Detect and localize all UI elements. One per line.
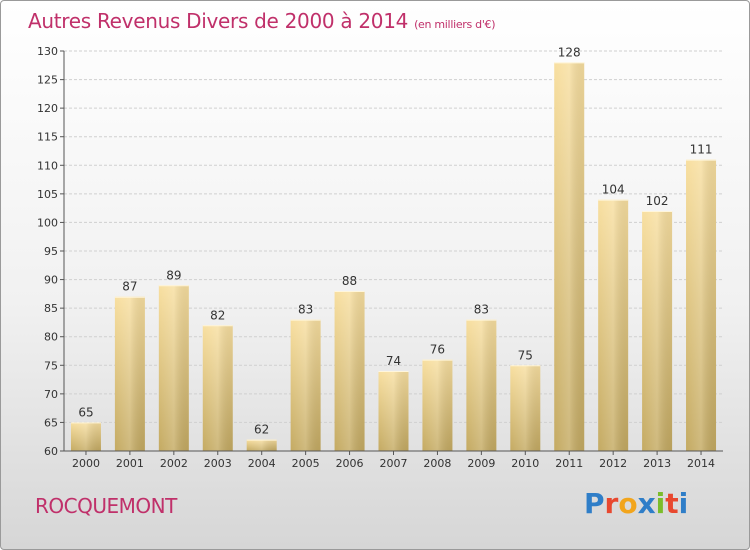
bar-shine bbox=[642, 211, 673, 451]
title-unit: (en milliers d'€) bbox=[414, 18, 496, 31]
x-tick-label: 2005 bbox=[292, 457, 320, 470]
data-label: 83 bbox=[298, 303, 313, 317]
x-tick-label: 2000 bbox=[72, 457, 100, 470]
bar-shine bbox=[598, 199, 629, 451]
brand-letter: t bbox=[665, 487, 679, 520]
data-label: 62 bbox=[254, 423, 269, 437]
bar-shine bbox=[378, 371, 409, 451]
x-tick-label: 2009 bbox=[467, 457, 495, 470]
x-tick-label: 2008 bbox=[423, 457, 451, 470]
data-label: 102 bbox=[646, 194, 669, 208]
y-tick-label: 120 bbox=[37, 102, 58, 115]
bar-shine bbox=[202, 325, 233, 451]
x-tick-label: 2006 bbox=[336, 457, 364, 470]
data-label: 83 bbox=[474, 303, 489, 317]
data-label: 104 bbox=[602, 183, 625, 197]
data-label: 65 bbox=[78, 405, 93, 419]
x-tick-label: 2014 bbox=[687, 457, 715, 470]
y-tick-label: 125 bbox=[37, 74, 58, 87]
bar-shine bbox=[510, 365, 541, 451]
bar-shine bbox=[466, 319, 497, 451]
brand-logo: Proxiti bbox=[584, 487, 688, 520]
bar-shine bbox=[554, 62, 585, 452]
y-tick-label: 110 bbox=[37, 159, 58, 172]
x-tick-label: 2002 bbox=[160, 457, 188, 470]
brand-letter: i bbox=[678, 487, 689, 520]
y-tick-label: 85 bbox=[44, 302, 58, 315]
bar-shine bbox=[422, 359, 453, 451]
y-tick-label: 100 bbox=[37, 216, 58, 229]
data-label: 128 bbox=[558, 45, 581, 59]
data-label: 75 bbox=[518, 348, 533, 362]
brand-letter: r bbox=[604, 487, 619, 520]
data-label: 76 bbox=[430, 343, 445, 357]
y-tick-label: 80 bbox=[44, 331, 58, 344]
data-label: 74 bbox=[386, 354, 401, 368]
bar-shine bbox=[246, 439, 277, 451]
brand-letter: o bbox=[618, 487, 638, 520]
y-tick-label: 90 bbox=[44, 274, 58, 287]
brand-letter: P bbox=[584, 487, 605, 520]
x-tick-label: 2010 bbox=[511, 457, 539, 470]
x-tick-label: 2003 bbox=[204, 457, 232, 470]
chart-title: Autres Revenus Divers de 2000 à 2014 (en … bbox=[28, 9, 496, 33]
x-tick-label: 2013 bbox=[643, 457, 671, 470]
x-tick-label: 2004 bbox=[248, 457, 276, 470]
bar-shine bbox=[70, 422, 101, 451]
bar-shine bbox=[114, 296, 145, 451]
y-tick-label: 65 bbox=[44, 416, 58, 429]
y-tick-label: 75 bbox=[44, 359, 58, 372]
bar-shine bbox=[158, 285, 189, 451]
data-label: 87 bbox=[122, 280, 137, 294]
x-tick-label: 2001 bbox=[116, 457, 144, 470]
x-tick-label: 2012 bbox=[599, 457, 627, 470]
y-tick-label: 105 bbox=[37, 188, 58, 201]
x-tick-label: 2007 bbox=[380, 457, 408, 470]
y-tick-label: 95 bbox=[44, 245, 58, 258]
data-label: 89 bbox=[166, 268, 181, 282]
data-label: 111 bbox=[690, 143, 713, 157]
bar-shine bbox=[686, 159, 717, 452]
y-tick-label: 60 bbox=[44, 445, 58, 458]
bar-shine bbox=[290, 319, 321, 451]
data-label: 82 bbox=[210, 308, 225, 322]
place-name: ROCQUEMONT bbox=[35, 494, 177, 518]
data-label: 88 bbox=[342, 274, 357, 288]
x-tick-label: 2011 bbox=[555, 457, 583, 470]
brand-letter: x bbox=[637, 487, 656, 520]
brand-letter: i bbox=[655, 487, 666, 520]
bar-shine bbox=[334, 291, 365, 451]
title-text: Autres Revenus Divers de 2000 à 2014 bbox=[28, 9, 409, 33]
y-tick-label: 115 bbox=[37, 131, 58, 144]
y-tick-label: 130 bbox=[37, 45, 58, 58]
y-tick-label: 70 bbox=[44, 388, 58, 401]
